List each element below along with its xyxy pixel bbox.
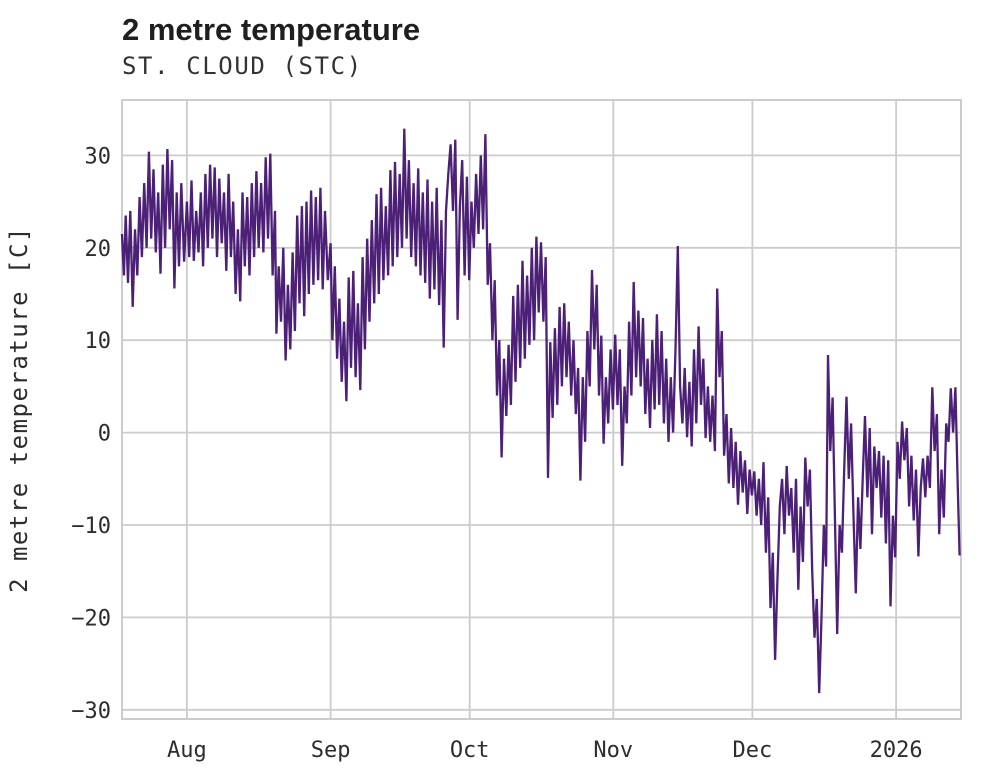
chart-subtitle: ST. CLOUD (STC) xyxy=(122,52,363,80)
y-axis-label: 2 metre temperature [C] xyxy=(5,226,33,593)
y-tick-label: 30 xyxy=(85,144,112,169)
y-tick-label: −20 xyxy=(71,606,111,631)
y-tick-label: 10 xyxy=(85,329,112,354)
x-tick-label: Oct xyxy=(450,738,490,763)
y-tick-label: 20 xyxy=(85,237,112,262)
y-tick-label: −10 xyxy=(71,514,111,539)
x-tick-label: 2026 xyxy=(870,738,923,763)
x-tick-label: Aug xyxy=(167,738,207,763)
x-tick-label: Sep xyxy=(311,738,351,763)
temperature-line xyxy=(120,128,961,694)
x-tick-label: Nov xyxy=(593,738,633,763)
y-tick-label: 0 xyxy=(98,422,111,447)
x-tick-label: Dec xyxy=(733,738,773,763)
chart-title: 2 metre temperature xyxy=(122,12,421,47)
plot-border xyxy=(121,99,962,720)
y-tick-label: −30 xyxy=(71,699,111,724)
